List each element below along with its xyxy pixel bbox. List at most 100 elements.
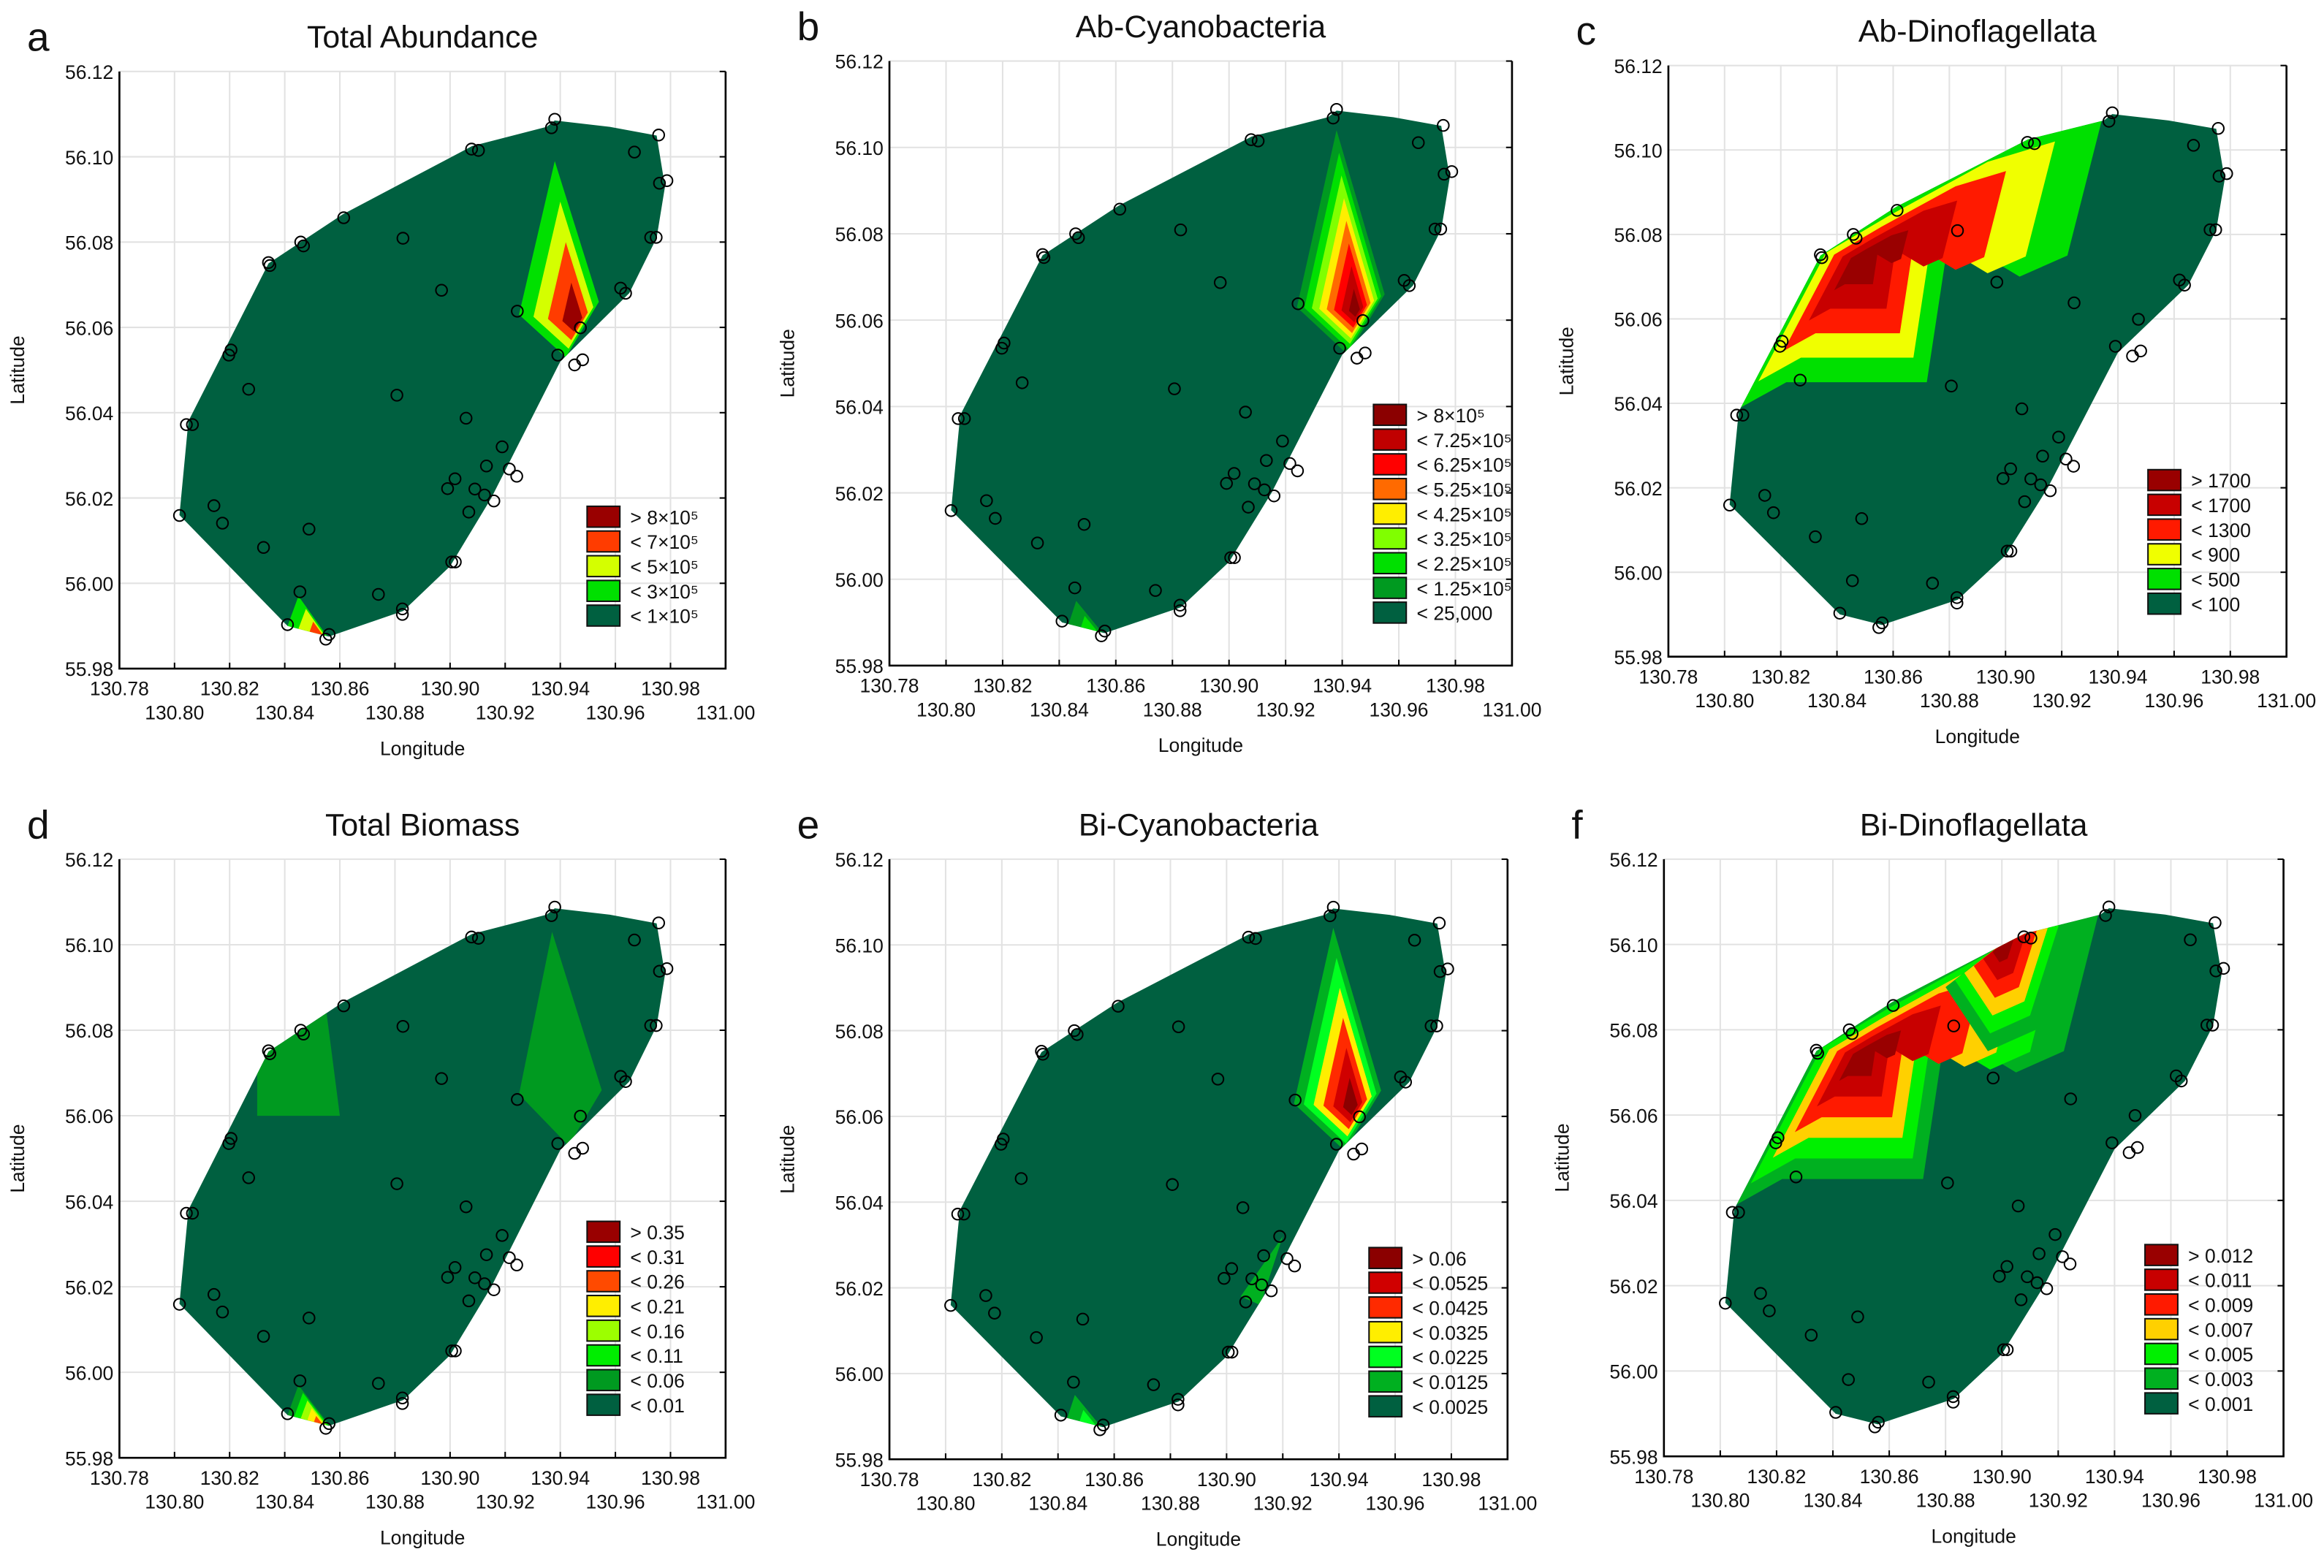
- sampling-station: [1350, 351, 1364, 365]
- y-axis-label: Latitude: [1555, 327, 1577, 395]
- axes-frame: [1663, 859, 2285, 1458]
- sampling-station: [303, 1312, 316, 1325]
- sampling-station: [1280, 1252, 1294, 1266]
- sampling-station: [989, 511, 1002, 525]
- y-axis-label: Latitude: [1551, 1123, 1573, 1192]
- sampling-station: [263, 1047, 277, 1060]
- sampling-station: [1855, 512, 1869, 525]
- sampling-station: [510, 1258, 523, 1272]
- legend-swatch: [1368, 1271, 1403, 1294]
- sampling-station: [462, 1294, 476, 1308]
- sampling-station: [1273, 1230, 1286, 1243]
- sampling-station: [1112, 1000, 1125, 1013]
- contour-band: [1240, 1236, 1283, 1306]
- sampling-station: [1071, 231, 1085, 245]
- sampling-station: [511, 305, 524, 318]
- sampling-station: [1353, 1110, 1366, 1124]
- sampling-station: [449, 555, 462, 568]
- sampling-station: [1789, 1171, 1803, 1184]
- y-tick-label: 56.12: [65, 849, 113, 871]
- sampling-station: [448, 472, 462, 486]
- sampling-station: [1347, 1147, 1360, 1161]
- sampling-station: [1098, 624, 1112, 638]
- legend-label: < 1700: [2191, 495, 2251, 517]
- sampling-station: [487, 1283, 501, 1296]
- sampling-station: [1054, 1409, 1068, 1422]
- sampling-station: [1172, 1393, 1185, 1406]
- sampling-station: [459, 1200, 473, 1214]
- x-tick-label: 130.90: [1972, 1466, 2032, 1488]
- sampling-station: [980, 494, 993, 507]
- sampling-station: [297, 1027, 311, 1041]
- legend-swatch: [586, 1369, 621, 1392]
- legend-swatch: [586, 1295, 621, 1317]
- legend-label: < 500: [2191, 569, 2240, 591]
- sampling-station: [462, 506, 476, 519]
- sampling-station: [628, 145, 641, 159]
- x-tick-label: 130.94: [1313, 675, 1372, 697]
- contour-band: [1992, 939, 2014, 962]
- x-tick-label: 130.78: [860, 1469, 919, 1491]
- legend-label: < 3×10⁵: [630, 581, 698, 603]
- sampling-station: [1242, 501, 1255, 514]
- legend-swatch: [586, 1393, 621, 1416]
- x-tick-label: 130.92: [476, 701, 535, 723]
- sampling-station: [372, 1377, 385, 1390]
- panel-c: 130.78130.80130.82130.84130.86130.88130.…: [1555, 8, 2316, 747]
- sampling-station: [1736, 408, 1750, 422]
- legend-label: < 0.26: [630, 1271, 684, 1293]
- sampling-station: [441, 1271, 455, 1285]
- y-tick-label: 55.98: [835, 655, 884, 677]
- sampling-station: [2048, 1228, 2062, 1241]
- x-tick-label: 130.84: [1028, 1493, 1087, 1515]
- contour-group: [1728, 907, 2101, 1209]
- sampling-station: [2067, 296, 2081, 310]
- x-tick-label: 131.00: [2254, 1489, 2313, 1511]
- contour-band: [1839, 1030, 1902, 1081]
- sampling-station: [1260, 454, 1273, 468]
- sampling-station: [2209, 916, 2222, 929]
- x-tick-label: 131.00: [696, 701, 755, 723]
- contour-band: [1817, 1005, 1941, 1107]
- x-tick-label: 130.90: [1976, 666, 2035, 688]
- x-tick-label: 130.84: [255, 1491, 314, 1512]
- x-tick-label: 130.86: [311, 678, 370, 700]
- sampling-station: [568, 358, 582, 372]
- contour-band: [1348, 289, 1360, 317]
- sampling-station: [445, 555, 458, 568]
- y-tick-label: 55.98: [1609, 1446, 1657, 1468]
- sampling-station: [979, 1289, 992, 1302]
- y-tick-label: 56.12: [835, 51, 884, 73]
- legend-label: < 7×10⁵: [630, 531, 698, 553]
- sampling-station: [1430, 1019, 1443, 1032]
- x-tick-label: 130.96: [1366, 1493, 1425, 1515]
- legend-label: < 2.25×10⁵: [1416, 553, 1511, 575]
- sampling-station: [1872, 1415, 1885, 1429]
- sampling-station: [1255, 1278, 1269, 1292]
- x-tick-label: 130.94: [1310, 1469, 1369, 1491]
- legend-swatch: [2144, 1392, 2179, 1415]
- sampling-station: [957, 1207, 971, 1221]
- sampling-station: [1437, 118, 1450, 132]
- x-tick-label: 130.88: [365, 1491, 425, 1512]
- sampling-station: [1438, 167, 1451, 181]
- sampling-station: [574, 1109, 587, 1123]
- x-tick-label: 130.86: [1864, 666, 1923, 688]
- legend-label: < 25,000: [1416, 603, 1492, 625]
- sampling-station: [1326, 900, 1340, 914]
- x-tick-label: 130.88: [365, 701, 425, 723]
- x-tick-label: 130.80: [916, 1493, 975, 1515]
- sampling-station: [2043, 484, 2057, 498]
- sampling-station: [172, 509, 186, 522]
- x-tick-label: 130.98: [2198, 1466, 2257, 1488]
- sampling-station: [1283, 457, 1296, 471]
- sampling-station: [242, 382, 255, 396]
- legend-label: < 5.25×10⁵: [1416, 479, 1511, 501]
- sampling-station: [1227, 467, 1241, 480]
- y-tick-label: 55.98: [65, 658, 113, 680]
- sampling-station: [186, 418, 200, 431]
- sampling-station: [2206, 1019, 2219, 1032]
- sampling-station: [1245, 1272, 1258, 1286]
- axes-frame: [118, 71, 727, 670]
- sampling-station: [1402, 279, 1416, 292]
